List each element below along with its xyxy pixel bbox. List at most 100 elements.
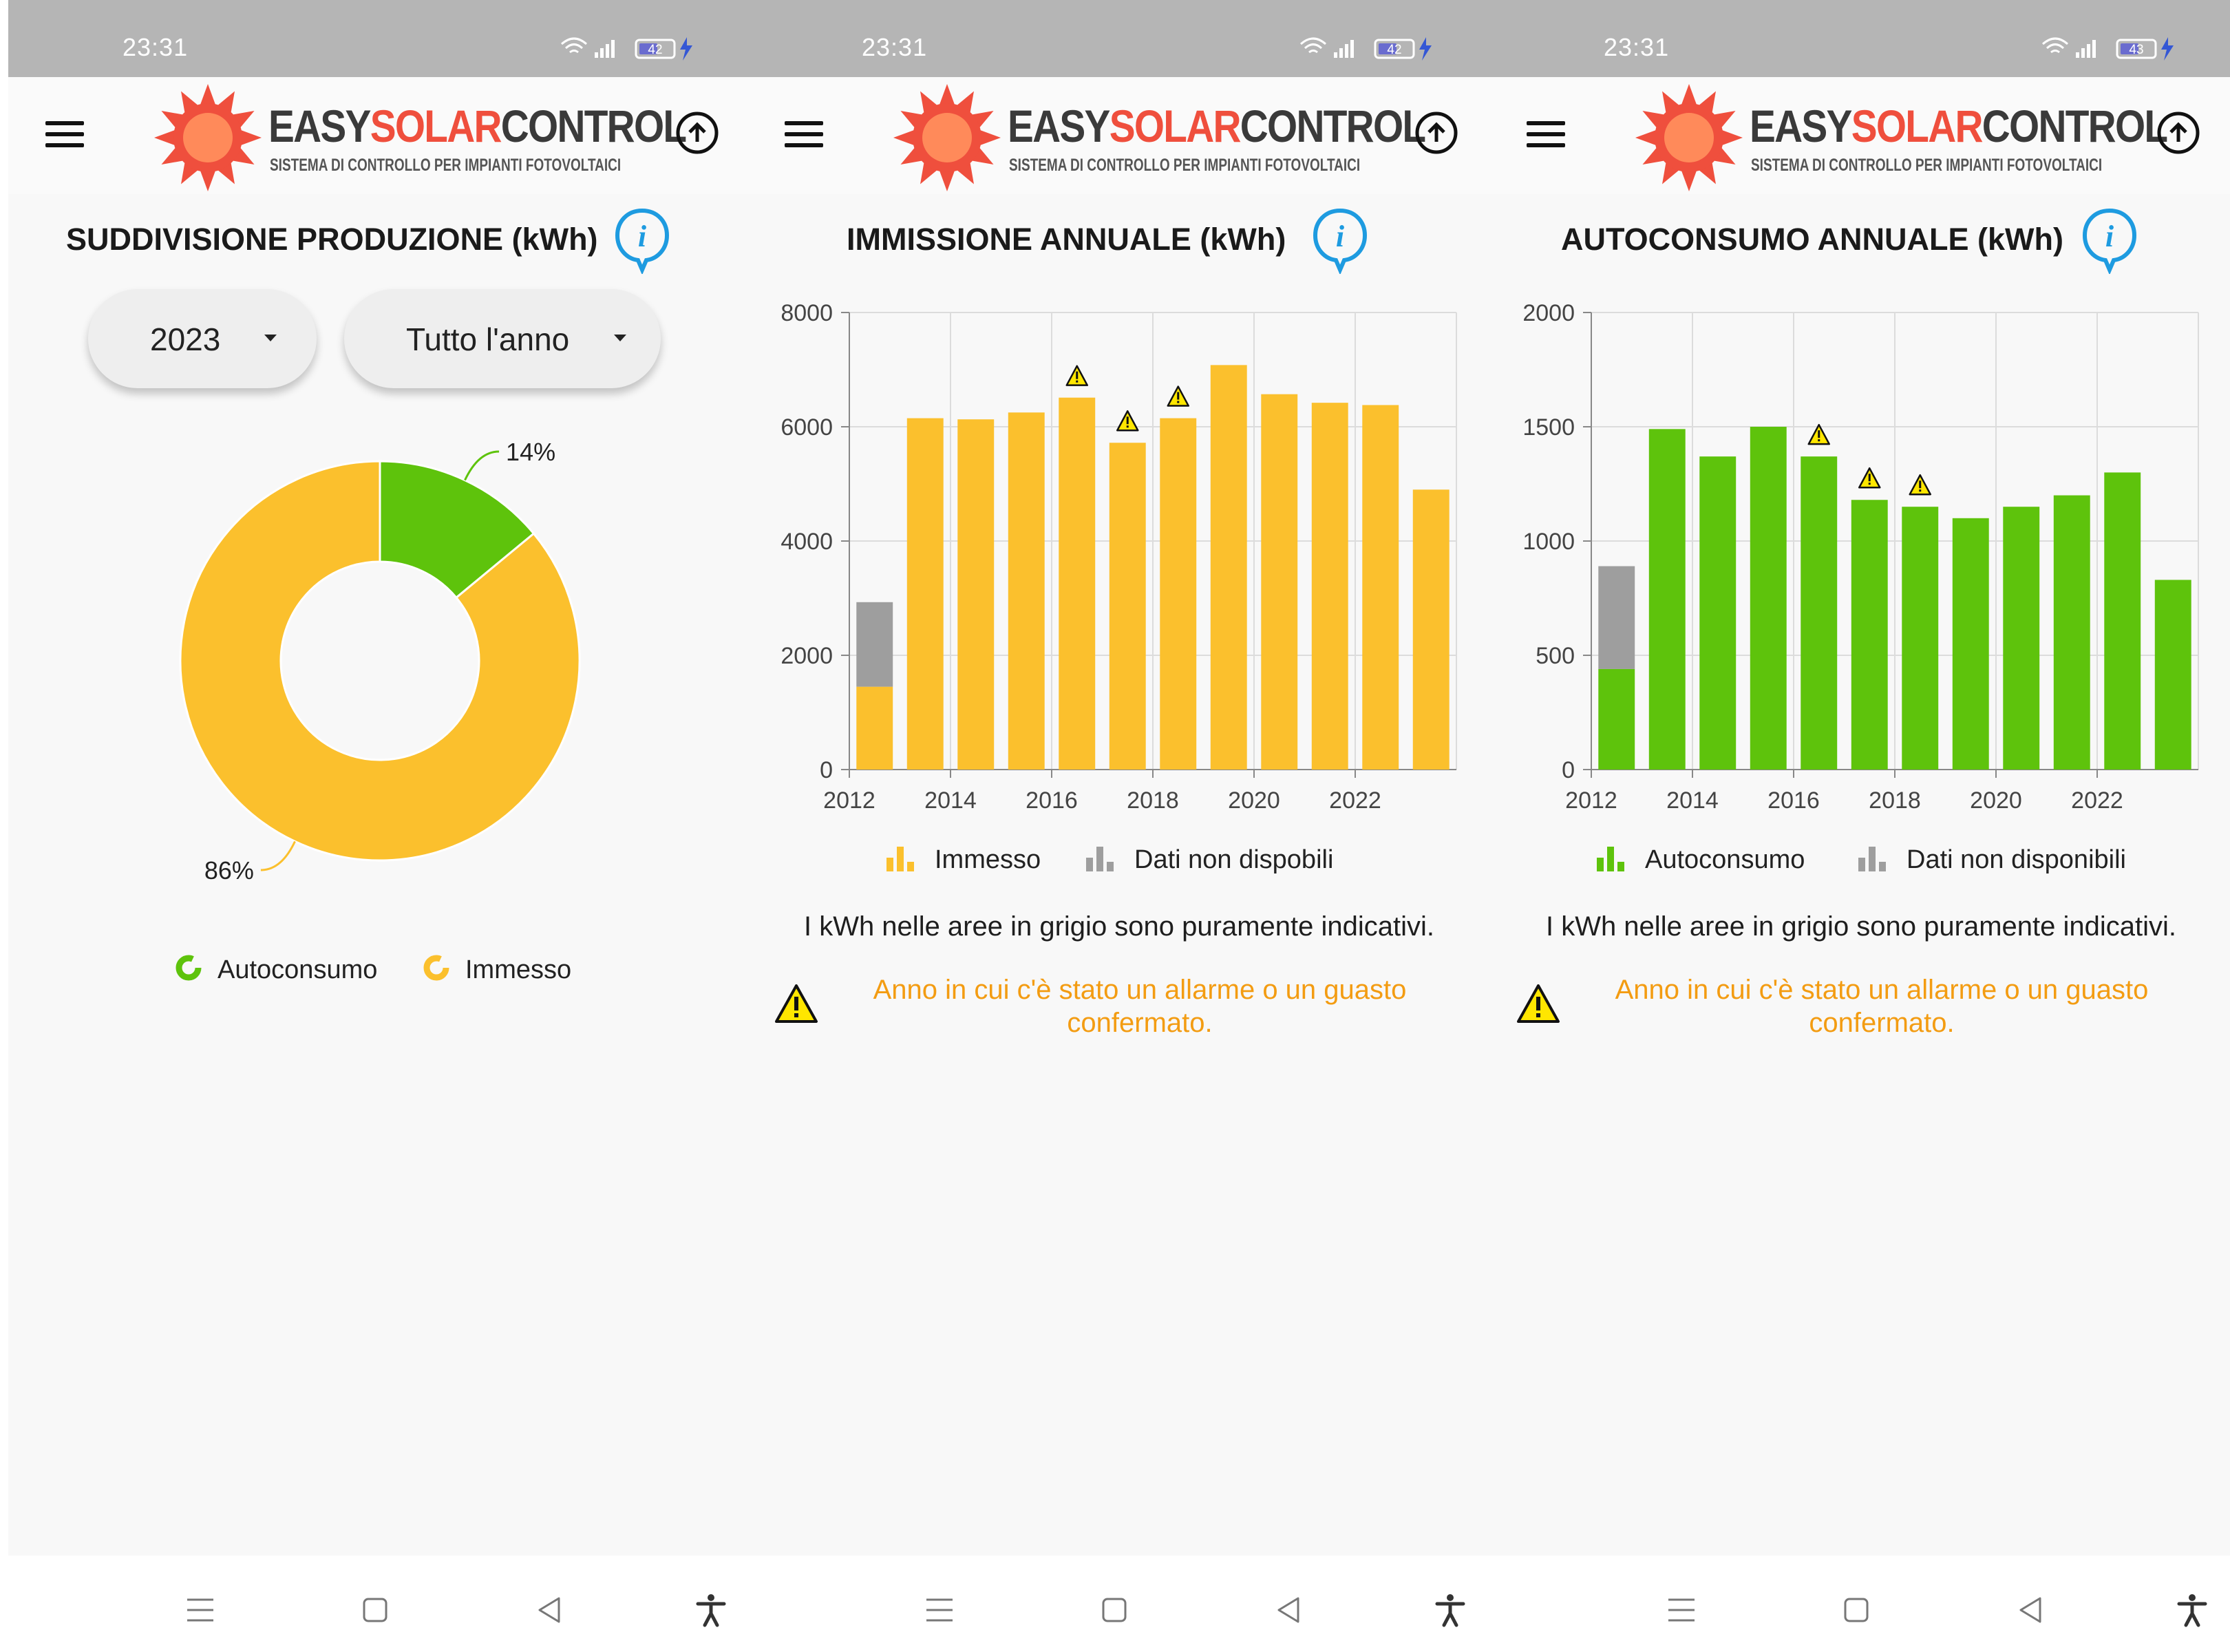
app-logo: EASYSOLARCONTROL SISTEMA DI CONTROLLO PE…	[153, 83, 687, 193]
phone-screen-annual-feed-in: 23:31 42	[747, 0, 1491, 1652]
alarm-marker-2017	[1858, 467, 1881, 489]
x-tick-label: 2020	[1228, 787, 1280, 814]
page-title: SUDDIVISIONE PRODUZIONE (kWh)	[66, 222, 598, 257]
bar-legend-icon	[1086, 847, 1114, 871]
bar-2023	[2154, 580, 2191, 770]
bar-2019	[1210, 365, 1247, 770]
alarm-note-text: Anno in cui c'è stato un allarme o un gu…	[1615, 975, 2149, 1038]
y-tick-label: 8000	[780, 300, 833, 326]
app-bar: EASYSOLARCONTROL SISTEMA DI CONTROLLO PE…	[1489, 77, 2230, 194]
home-icon[interactable]	[358, 1593, 392, 1627]
y-tick-label: 2000	[1522, 300, 1575, 326]
bar-2022	[2104, 472, 2141, 770]
accessibility-icon[interactable]	[2175, 1593, 2209, 1627]
app-logo: EASYSOLARCONTROL SISTEMA DI CONTROLLO PE…	[1634, 83, 2168, 193]
recents-icon[interactable]	[922, 1593, 957, 1627]
caret-down-icon	[264, 335, 277, 341]
bar-2017	[1109, 443, 1146, 770]
upload-icon[interactable]	[1414, 110, 1459, 156]
app-logo: EASYSOLARCONTROL SISTEMA DI CONTROLLO PE…	[892, 83, 1426, 193]
android-nav-bar	[8, 1556, 752, 1652]
back-icon[interactable]	[1272, 1593, 1306, 1627]
bar-2022	[1362, 405, 1399, 770]
upload-icon[interactable]	[675, 110, 720, 156]
wifi-icon	[2042, 37, 2068, 54]
chart-legend: Autoconsumo Dati non disponibili	[1595, 843, 2160, 877]
title-row: IMMISSIONE ANNUALE (kWh) i	[747, 206, 1491, 275]
legend-item-unavailable[interactable]: Dati non disponibili	[1857, 843, 2160, 876]
legend-item-autoconsumo[interactable]: Autoconsumo	[173, 953, 394, 986]
battery-icon: 42	[1374, 39, 1415, 59]
bar-2020	[1261, 394, 1298, 770]
legend-item-immesso[interactable]: Immesso	[885, 843, 1064, 876]
wifi-icon	[561, 37, 587, 54]
upload-icon[interactable]	[2156, 110, 2201, 156]
x-tick-label: 2016	[1767, 787, 1820, 814]
y-tick-label: 1500	[1522, 414, 1575, 441]
logo-tagline: SISTEMA DI CONTROLLO PER IMPIANTI FOTOVO…	[270, 156, 622, 175]
legend-item-immesso[interactable]: Immesso	[421, 953, 614, 986]
legend-item-autoconsumo[interactable]: Autoconsumo	[1595, 843, 1829, 876]
y-tick-label: 0	[1562, 757, 1575, 783]
bar-2018	[1160, 418, 1197, 770]
alarm-note-row: Anno in cui c'è stato un allarme o un gu…	[747, 973, 1491, 1056]
phone-screen-breakdown: 23:31 42	[8, 0, 752, 1652]
x-tick-label: 2012	[1565, 787, 1617, 814]
menu-icon[interactable]	[1527, 118, 1565, 150]
accessibility-icon[interactable]	[1433, 1593, 1467, 1627]
alarm-note-row: Anno in cui c'è stato un allarme o un gu…	[1489, 973, 2230, 1056]
y-tick-label: 2000	[780, 643, 833, 669]
donut-slice-autoconsumo	[379, 460, 535, 600]
android-nav-bar	[1489, 1556, 2230, 1652]
recents-icon[interactable]	[1664, 1593, 1699, 1627]
back-icon[interactable]	[2014, 1593, 2048, 1627]
menu-icon[interactable]	[45, 118, 84, 150]
back-icon[interactable]	[533, 1593, 567, 1627]
alarm-marker-2018	[1167, 385, 1189, 407]
bar-2021	[1311, 403, 1348, 770]
indicative-note: I kWh nelle aree in grigio sono purament…	[1545, 911, 2177, 942]
bar-2013	[906, 418, 944, 770]
status-time: 23:31	[123, 33, 189, 61]
legend-item-unavailable[interactable]: Dati non dispobili	[1085, 843, 1381, 876]
alarm-marker-2017	[1116, 410, 1139, 432]
bar-legend-icon	[1858, 847, 1886, 871]
status-bar: 23:31 43	[1489, 0, 2230, 77]
x-tick-label: 2016	[1026, 787, 1078, 814]
legend-label: Dati non disponibili	[1907, 845, 2126, 874]
legend-label: Autoconsumo	[217, 955, 378, 984]
menu-icon[interactable]	[785, 118, 823, 150]
legend-label: Autoconsumo	[1645, 845, 1805, 874]
info-icon[interactable]: i	[2080, 206, 2139, 274]
slice-percent-label: 14%	[506, 438, 555, 466]
warning-icon	[1517, 984, 1560, 1023]
bar-legend-icon	[886, 847, 914, 871]
battery-level: 42	[1387, 43, 1401, 57]
slice-percent-label: 86%	[204, 856, 254, 885]
x-tick-label: 2022	[2071, 787, 2123, 814]
accessibility-icon[interactable]	[694, 1593, 728, 1627]
x-tick-label: 2014	[924, 787, 977, 814]
warning-icon	[775, 984, 818, 1023]
status-bar: 23:31 42	[747, 0, 1491, 77]
battery-level: 43	[2129, 43, 2143, 57]
year-select[interactable]: 2023	[88, 289, 317, 388]
period-select[interactable]: Tutto l'anno	[344, 289, 661, 388]
y-tick-label: 0	[820, 757, 833, 783]
home-icon[interactable]	[1839, 1593, 1873, 1627]
callout-line	[260, 840, 296, 871]
info-icon[interactable]: i	[613, 206, 672, 274]
x-tick-label: 2018	[1869, 787, 1921, 814]
alarm-marker-2016	[1807, 423, 1830, 445]
info-icon[interactable]: i	[1310, 206, 1370, 274]
app-bar: EASYSOLARCONTROL SISTEMA DI CONTROLLO PE…	[8, 77, 752, 194]
svg-text:i: i	[638, 220, 647, 253]
bar-2016	[1059, 397, 1096, 770]
home-icon[interactable]	[1097, 1593, 1132, 1627]
callout-line	[464, 450, 500, 481]
bar-2013	[1648, 429, 1686, 770]
chart-legend: Immesso Dati non dispobili	[885, 843, 1381, 877]
bar-unavailable-2012	[1598, 566, 1635, 669]
recents-icon[interactable]	[183, 1593, 217, 1627]
sun-logo-icon	[154, 84, 262, 191]
